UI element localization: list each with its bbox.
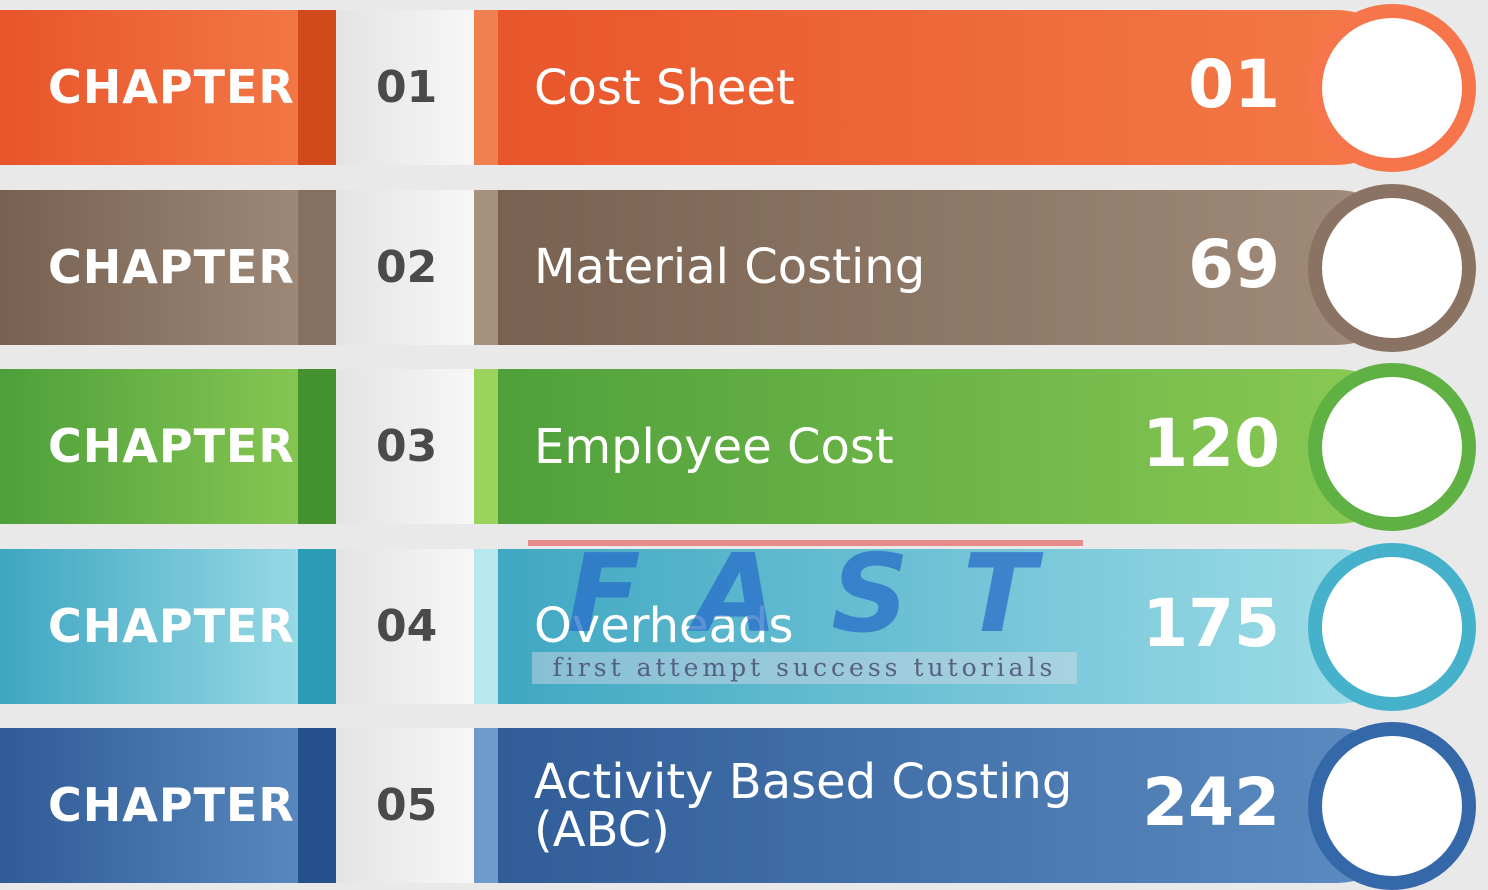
chapter-number: 03 xyxy=(376,369,437,524)
chapter-number: 01 xyxy=(376,10,437,165)
icon-image xyxy=(1322,18,1462,158)
tab-strip xyxy=(298,10,336,165)
chapter-label: CHAPTER xyxy=(48,728,288,883)
bar-strip xyxy=(474,549,498,704)
page-number: 120 xyxy=(1130,369,1280,519)
chapter-icon xyxy=(1308,4,1476,172)
chapter-title: Activity Based Costing (ABC) xyxy=(534,728,1134,883)
chapter-label: CHAPTER xyxy=(48,10,288,165)
bar-strip xyxy=(474,728,498,883)
chapter-number: 05 xyxy=(376,728,437,883)
page-number: 175 xyxy=(1130,549,1280,699)
page: CHAPTER01Cost Sheet01CHAPTER02Material C… xyxy=(0,0,1488,881)
chapter-icon xyxy=(1308,543,1476,711)
bar-strip xyxy=(474,369,498,524)
page-number: 69 xyxy=(1130,190,1280,340)
chapter-row: CHAPTER 05 Activity Based Costing (ABC)242 xyxy=(0,728,1488,883)
tab-strip xyxy=(298,549,336,704)
icon-image xyxy=(1322,557,1462,697)
chapter-label: CHAPTER xyxy=(48,190,288,345)
tab-strip xyxy=(298,190,336,345)
bar-strip xyxy=(474,190,498,345)
chapter-icon xyxy=(1308,722,1476,890)
chapter-number: 04 xyxy=(376,549,437,704)
page-number: 242 xyxy=(1130,728,1280,878)
chapter-icon xyxy=(1308,363,1476,531)
chapter-label: CHAPTER xyxy=(48,369,288,524)
bar-strip xyxy=(474,10,498,165)
icon-image xyxy=(1322,736,1462,876)
chapter-label: CHAPTER xyxy=(48,549,288,704)
icon-image xyxy=(1322,377,1462,517)
chapter-title: Overheads xyxy=(534,549,1134,704)
tab-strip xyxy=(298,728,336,883)
page-number: 01 xyxy=(1130,10,1280,160)
chapter-title: Material Costing xyxy=(534,190,1134,345)
chapter-number: 02 xyxy=(376,190,437,345)
icon-image xyxy=(1322,198,1462,338)
tab-strip xyxy=(298,369,336,524)
chapter-title: Employee Cost xyxy=(534,369,1134,524)
chapter-icon xyxy=(1308,184,1476,352)
chapter-title: Cost Sheet xyxy=(534,10,1134,165)
